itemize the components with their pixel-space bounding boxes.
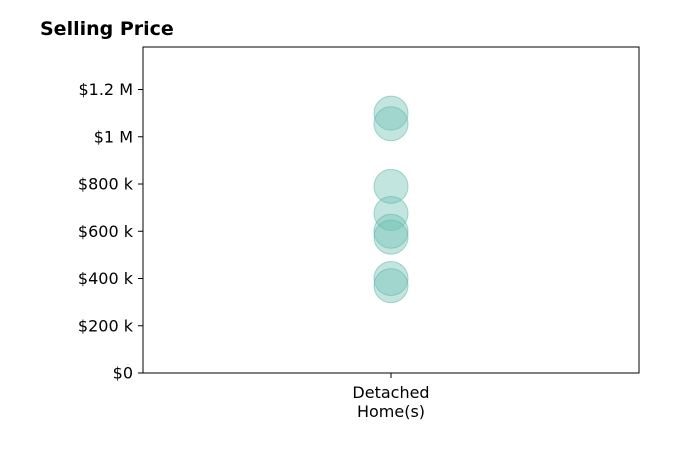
data-point [373,95,409,131]
chart-title: Selling Price [40,18,174,40]
y-axis: $0 $200 k $400 k $600 k $800 k $1 M $1.2 M [78,80,143,383]
data-point [373,168,409,204]
x-axis: Detached Home(s) [352,373,430,421]
data-point [373,219,409,255]
y-tick-label: $0 [113,364,133,383]
data-points [373,95,409,304]
y-tick-label: $1.2 M [78,80,133,99]
y-tick-label: $200 k [78,316,134,335]
data-point [373,268,409,304]
y-tick-label: $600 k [78,222,134,241]
y-tick-label: $1 M [94,127,133,146]
data-point [373,106,409,142]
data-point [373,261,409,297]
y-tick-label: $800 k [78,175,134,194]
x-tick-label: Detached Home(s) [352,383,429,421]
y-tick-label: $400 k [78,269,134,288]
